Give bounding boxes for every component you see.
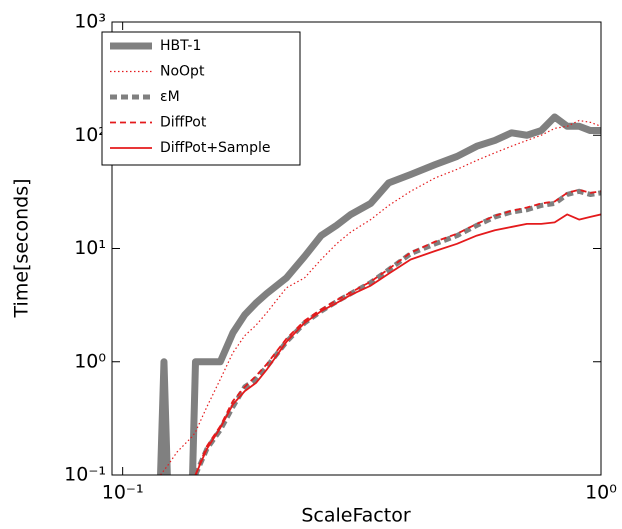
y-tick-label: 10³ [74, 11, 106, 33]
line-series [157, 113, 601, 475]
line-series [193, 188, 601, 475]
y-tick-label: 10² [74, 124, 106, 146]
legend-label: DiffPot+Sample [160, 140, 271, 156]
y-tick-label: 10¹ [74, 237, 106, 259]
x-tick-label: 10⁰ [585, 482, 617, 504]
line-series [194, 188, 601, 475]
x-axis-label: ScaleFactor [301, 505, 410, 527]
legend-label: DiffPot [160, 115, 207, 131]
legend-label: NoOpt [160, 64, 205, 80]
y-tick-label: 10⁰ [74, 350, 106, 372]
y-tick-label: 10⁻¹ [64, 464, 106, 486]
y-axis-label: Time[seconds] [11, 179, 33, 319]
legend-label: εM [160, 89, 180, 105]
x-tick-label: 10⁻¹ [102, 482, 144, 504]
line-series [194, 213, 601, 475]
legend-label: HBT-1 [160, 38, 201, 54]
plot-lines [157, 113, 601, 475]
line-series [160, 119, 601, 475]
